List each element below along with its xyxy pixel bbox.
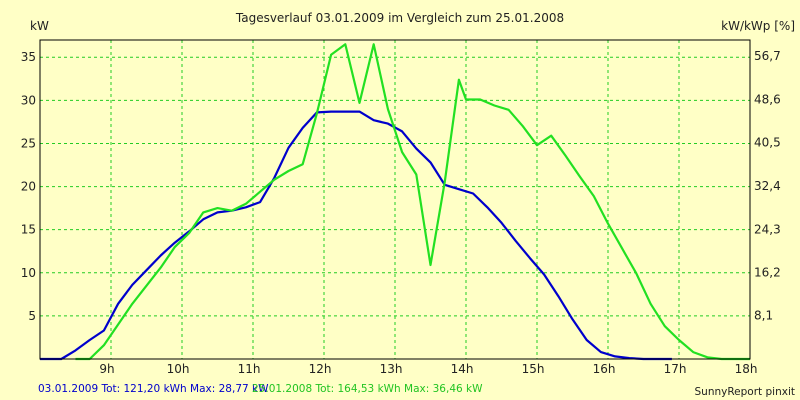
x-axis: 9h 10h 11h 12h 13h 14h 15h 16h 17h 18h (99, 362, 757, 376)
y-tick-label-left: 15 (21, 223, 36, 237)
y-tick-label-right: 40,5 (754, 136, 781, 150)
x-tick-label: 18h (735, 362, 758, 376)
y-tick-label-right: 8,1 (754, 309, 773, 323)
y-tick-label-right: 32,4 (754, 179, 781, 193)
y-tick-label-left: 20 (21, 180, 36, 194)
y-axis-right: 8,1 16,2 24,3 32,4 40,5 48,6 56,7 (754, 49, 781, 323)
y-tick-label-left: 35 (21, 50, 36, 64)
series-line-1 (40, 110, 672, 361)
series-layer (40, 43, 750, 361)
plot-frame (39, 39, 751, 360)
x-tick-label: 13h (380, 362, 403, 376)
y-axis-right-label: kW/kWp [%] (721, 19, 795, 33)
y-tick-label-left: 10 (21, 266, 36, 280)
y-tick-label-right: 48,6 (754, 92, 781, 106)
x-tick-label: 16h (593, 362, 616, 376)
x-tick-label: 17h (664, 362, 687, 376)
y-tick-label-left: 25 (21, 136, 36, 150)
series-line-2 (75, 43, 750, 361)
x-tick-label: 10h (167, 362, 190, 376)
legend-series-2: 25.01.2008 Tot: 164,53 kWh Max: 36,46 kW (252, 383, 483, 395)
x-tick-label: 15h (522, 362, 545, 376)
y-axis-left: 5 10 15 20 25 30 35 (21, 50, 36, 323)
x-tick-label: 12h (309, 362, 332, 376)
x-tick-label: 9h (99, 362, 114, 376)
y-tick-label-left: 5 (28, 309, 36, 323)
y-tick-label-left: 30 (21, 93, 36, 107)
x-tick-label: 14h (451, 362, 474, 376)
y-tick-label-right: 56,7 (754, 49, 781, 63)
y-axis-left-label: kW (30, 19, 49, 33)
chart-title: Tagesverlauf 03.01.2009 im Vergleich zum… (235, 11, 564, 25)
x-tick-label: 11h (238, 362, 261, 376)
legend-series-1: 03.01.2009 Tot: 121,20 kWh Max: 28,77 kW (38, 383, 269, 395)
y-tick-label-right: 16,2 (754, 265, 781, 279)
credit-text: SunnyReport pinxit (695, 386, 795, 398)
y-tick-label-right: 24,3 (754, 222, 781, 236)
